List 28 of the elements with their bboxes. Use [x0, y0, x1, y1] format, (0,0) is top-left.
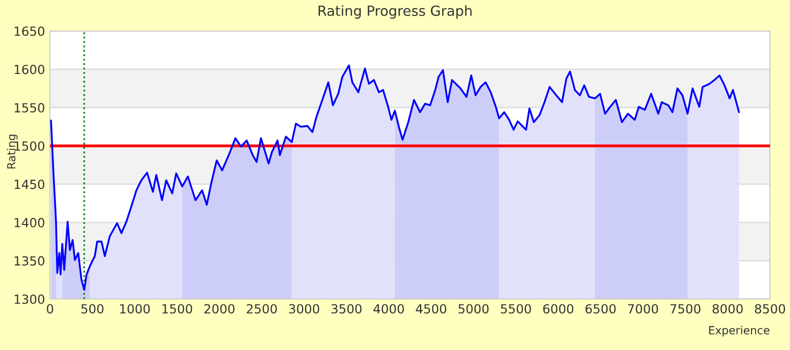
x-axis-title: Experience [709, 326, 770, 337]
y-tick-label: 1650 [14, 26, 44, 36]
x-tick-label: 3500 [332, 304, 362, 314]
chart-title: Rating Progress Graph [318, 5, 472, 19]
x-tick-label: 1500 [162, 304, 192, 314]
x-tick-label: 7500 [670, 304, 700, 314]
x-tick-label: 8500 [754, 304, 786, 314]
x-tick-label: 1000 [120, 304, 150, 314]
x-tick-label: 5500 [500, 304, 531, 314]
x-tick-label: 2000 [204, 304, 234, 314]
x-tick-label: 500 [81, 304, 104, 314]
y-tick-label: 1350 [14, 256, 44, 266]
x-tick-label: 0 [46, 304, 54, 314]
y-tick-label: 1450 [14, 180, 44, 190]
x-tick-label: 5000 [458, 304, 489, 314]
x-tick-label: 8000 [712, 304, 743, 314]
y-tick-label: 1300 [14, 294, 44, 304]
x-tick-label: 4500 [416, 304, 446, 314]
y-tick-label: 1600 [14, 64, 44, 74]
x-tick-label: 2500 [246, 304, 277, 314]
x-tick-label: 7000 [628, 304, 658, 314]
line-series [50, 64, 740, 291]
x-tick-label: 4000 [374, 304, 404, 314]
y-tick-label: 1550 [14, 103, 44, 112]
x-tick-label: 6000 [543, 304, 574, 314]
x-tick-label: 6500 [586, 304, 616, 314]
x-tick-label: 3000 [289, 304, 320, 314]
y-tick-label: 1400 [14, 218, 44, 228]
